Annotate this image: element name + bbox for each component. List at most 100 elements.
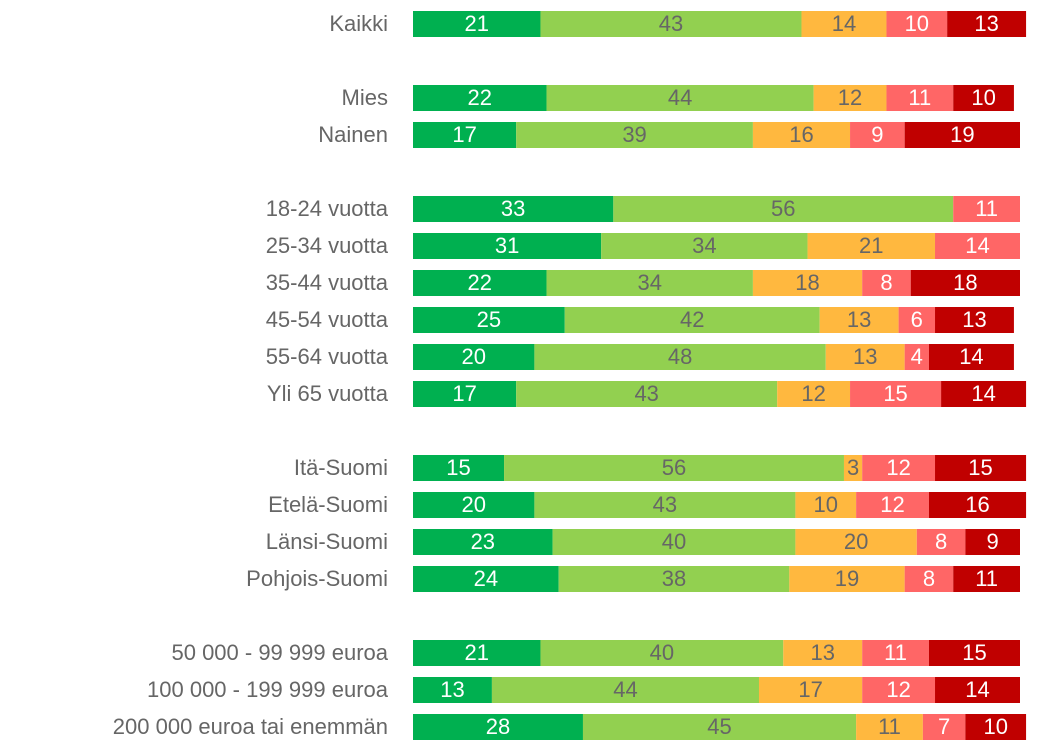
category-label: 25-34 vuotta [266,233,389,258]
data-label: 20 [461,344,485,369]
category-label: 50 000 - 99 999 euroa [171,640,388,665]
data-label: 13 [853,344,877,369]
data-label: 48 [668,344,692,369]
bar-segment [862,640,929,666]
data-label: 20 [844,529,868,554]
data-label: 33 [501,196,525,221]
bar-segment [413,85,547,111]
category-label: Etelä-Suomi [268,492,388,517]
data-label: 14 [971,381,995,406]
bar-segment [795,529,917,555]
data-label: 44 [668,85,692,110]
bar-segment [540,640,784,666]
data-label: 10 [983,714,1007,739]
bar-segment [928,492,1027,518]
category-label: Nainen [318,122,388,147]
bar-segment [546,85,814,111]
data-label: 11 [975,566,998,591]
bar-segment [777,381,851,407]
data-label: 6 [911,307,923,332]
bar-segment [947,11,1027,37]
data-label: 11 [884,640,907,665]
bar-segment [953,196,1020,222]
data-label: 12 [838,85,862,110]
bar-segment [941,381,1027,407]
data-label: 9 [871,122,883,147]
data-label: 15 [446,455,470,480]
data-label: 34 [692,233,716,258]
bar-segment [862,677,936,703]
bar-segment [552,529,796,555]
bar-segment [413,307,565,333]
bar-segment [825,344,905,370]
bar-segment [413,529,553,555]
data-label: 34 [637,270,661,295]
data-label: 39 [622,122,646,147]
category-label: Mies [342,85,388,110]
bar-segment [558,566,790,592]
bar-segment [935,455,1027,481]
data-label: 43 [659,11,683,36]
data-label: 7 [938,714,950,739]
category-label: Itä-Suomi [294,455,388,480]
bar-segment [856,714,923,740]
data-label: 8 [923,566,935,591]
data-label: 56 [662,455,686,480]
bar-segment [935,677,1020,703]
data-label: 4 [911,344,923,369]
bar-segment [953,85,1014,111]
data-label: 8 [880,270,892,295]
data-label: 18 [953,270,977,295]
bar-segment [413,381,517,407]
bar-segment [862,270,911,296]
bar-segment [752,270,863,296]
data-label: 38 [662,566,686,591]
data-label: 24 [474,566,498,591]
bar-segment [904,566,954,592]
bar-segment [516,381,778,407]
bar-segment [534,492,796,518]
data-label: 12 [880,492,904,517]
bar-segment [413,196,614,222]
data-label: 17 [452,122,476,147]
bar-segment [935,233,1020,259]
category-label: 35-44 vuotta [266,270,389,295]
category-label: 18-24 vuotta [266,196,389,221]
data-label: 25 [477,307,501,332]
data-label: 10 [971,85,995,110]
data-label: 15 [883,381,907,406]
bar-segment [413,270,547,296]
data-label: 44 [613,677,637,702]
data-label: 14 [832,11,856,36]
data-label: 19 [950,122,974,147]
data-label: 45 [707,714,731,739]
data-label: 40 [662,529,686,554]
data-label: 3 [847,455,859,480]
bar-segment [613,196,954,222]
bar-segment [582,714,857,740]
data-label: 21 [464,11,488,36]
bar-segment [413,233,602,259]
bar-segment [862,455,936,481]
bar-segment [413,640,541,666]
data-label: 12 [801,381,825,406]
data-label: 19 [835,566,859,591]
data-label: 14 [965,677,989,702]
data-label: 40 [650,640,674,665]
bar-segment [413,11,541,37]
bar-segment [850,381,942,407]
category-label: Kaikki [329,11,388,36]
bar-segment [801,11,887,37]
bar-segment [601,233,808,259]
data-label: 13 [810,640,834,665]
bar-segment [807,233,936,259]
bar-segment [789,566,905,592]
data-label: 28 [486,714,510,739]
data-label: 13 [962,307,986,332]
data-label: 15 [968,455,992,480]
data-label: 21 [859,233,883,258]
data-label: 15 [962,640,986,665]
data-label: 18 [795,270,819,295]
category-label: Länsi-Suomi [266,529,388,554]
